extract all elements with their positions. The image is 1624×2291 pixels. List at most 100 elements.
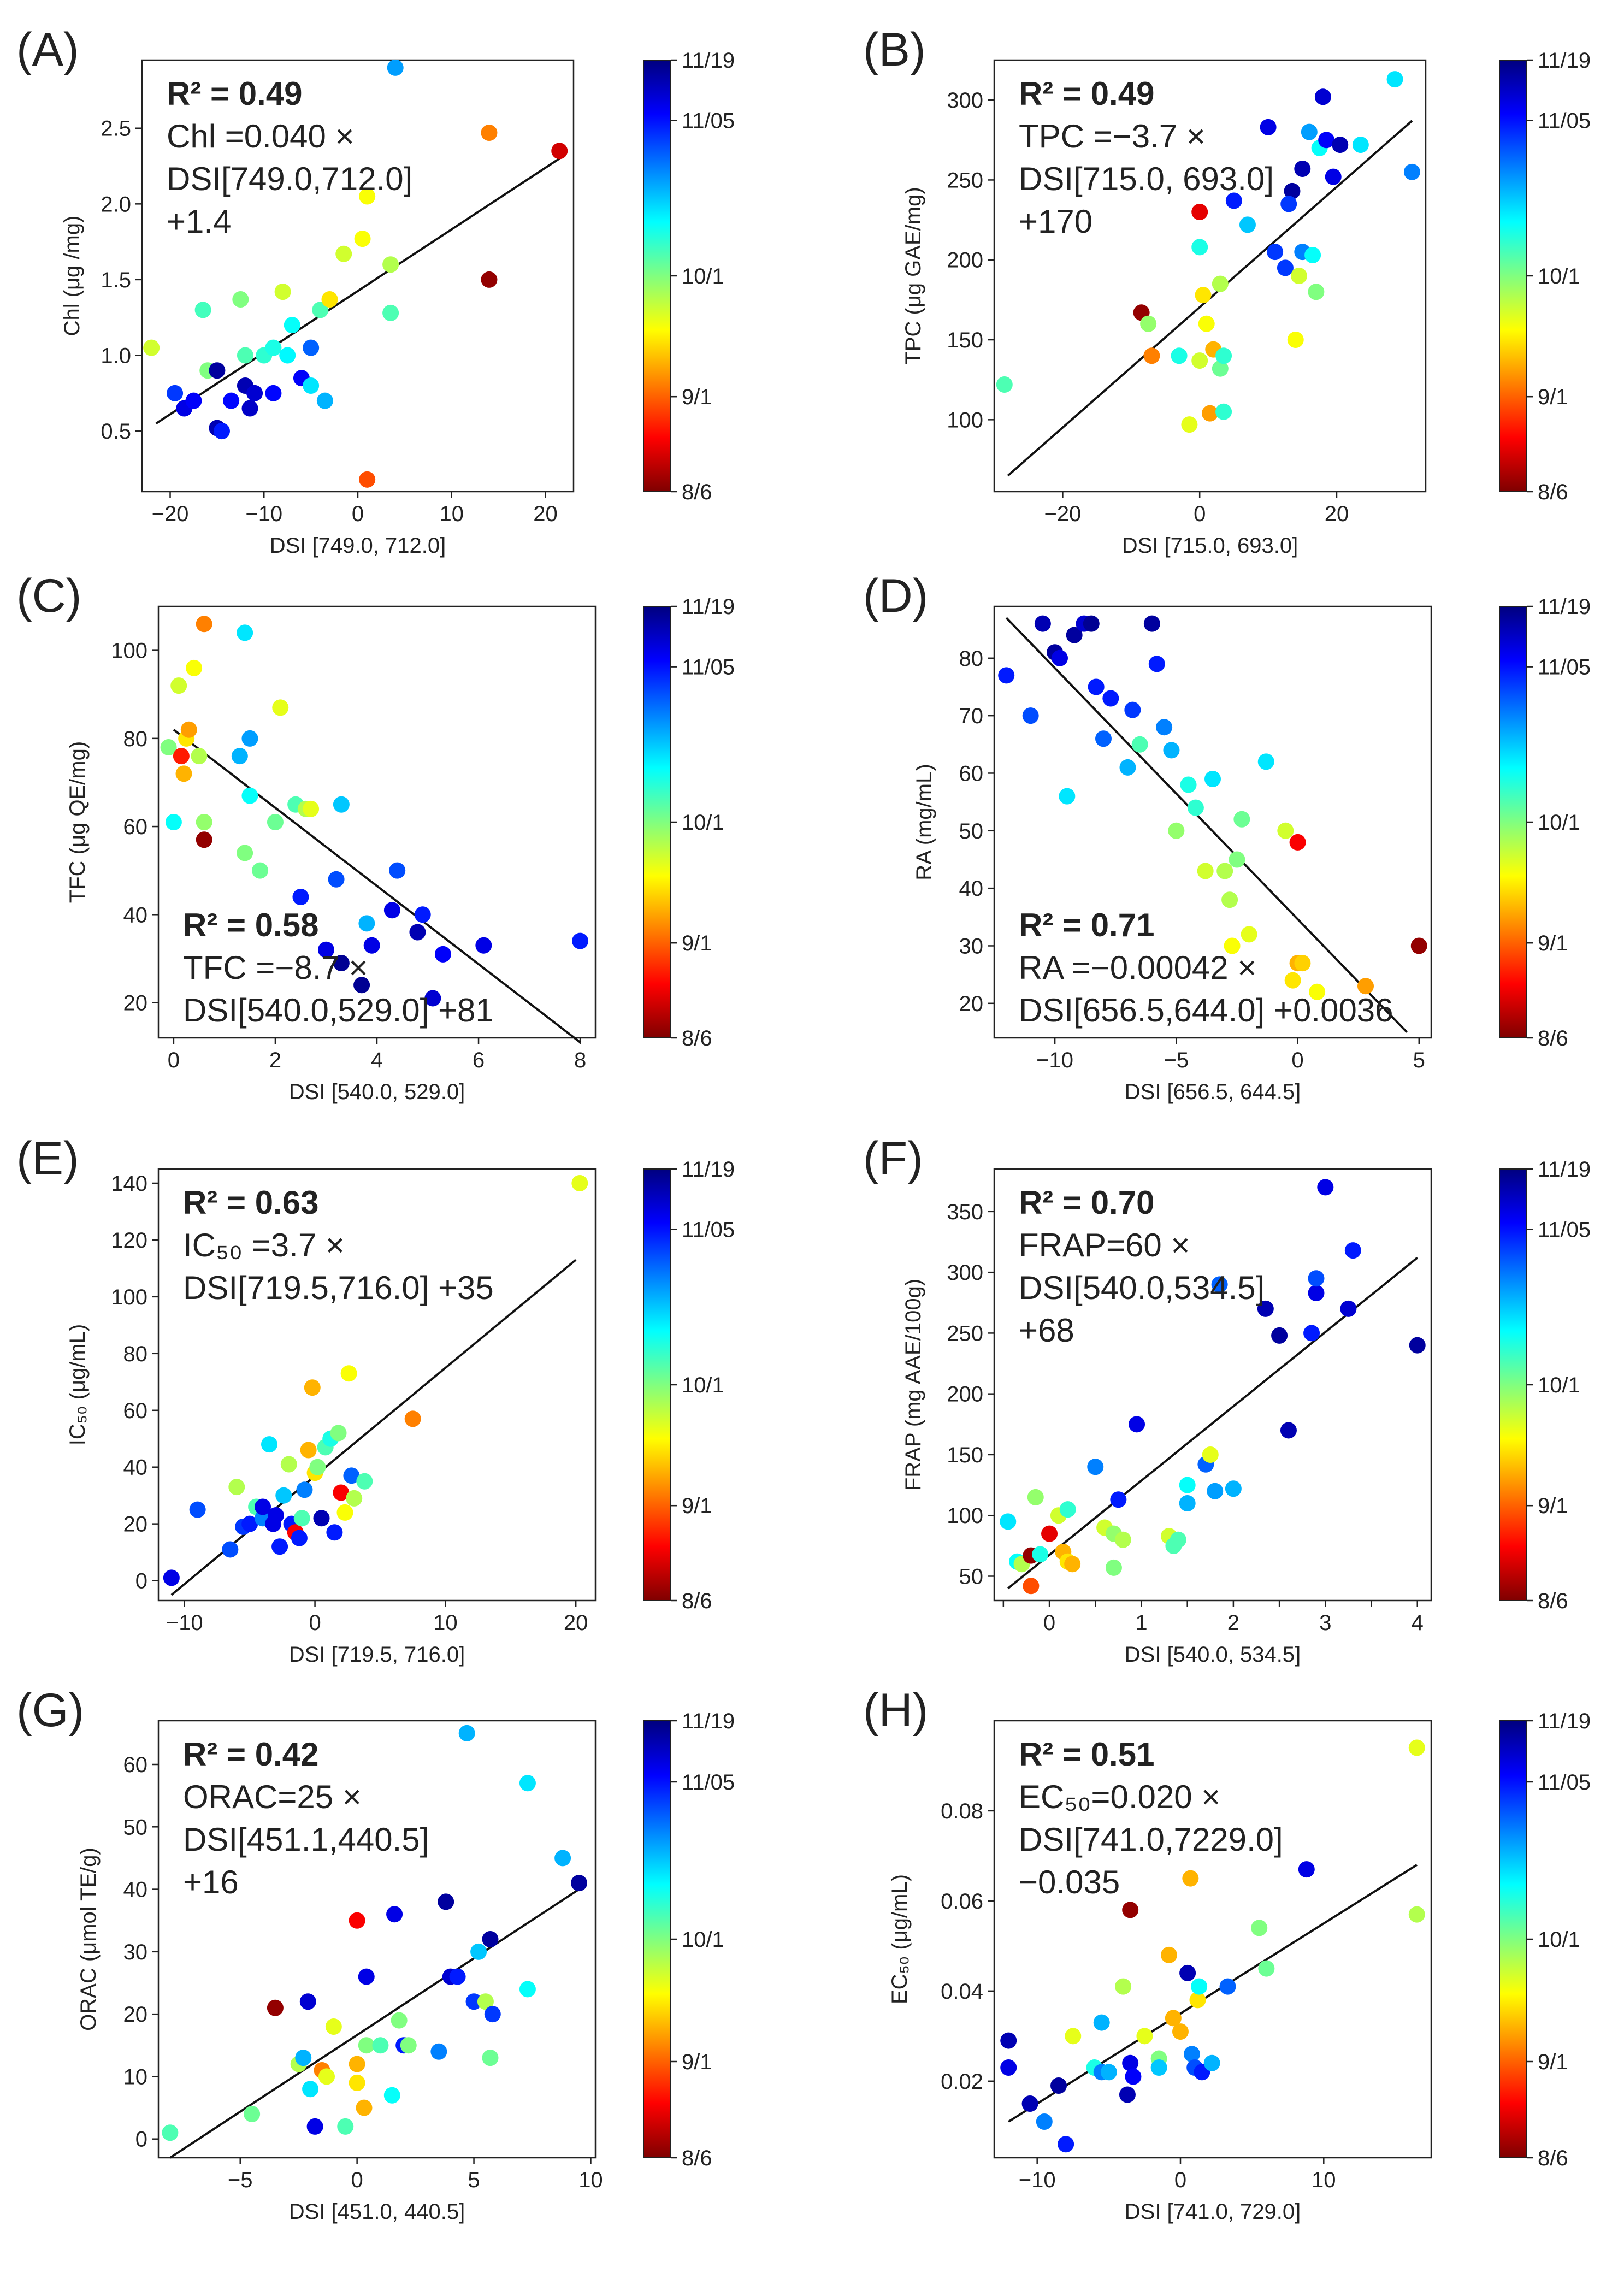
y-tick-label: 40 <box>123 1878 148 1902</box>
data-point <box>173 748 190 765</box>
data-point <box>304 1379 321 1396</box>
y-tick-label: 100 <box>947 1504 983 1528</box>
data-point <box>1403 163 1420 180</box>
data-point <box>1088 678 1105 695</box>
colorbar-tick-label: 11/19 <box>682 595 735 619</box>
y-tick-label: 100 <box>947 408 983 432</box>
data-point <box>1386 71 1403 88</box>
data-point <box>223 392 240 409</box>
data-point <box>335 245 352 262</box>
colorbar <box>1499 1168 1527 1601</box>
colorbar-tick-label: 11/05 <box>1538 1770 1591 1794</box>
data-point <box>1280 1422 1297 1439</box>
data-point <box>1410 937 1427 954</box>
x-tick-label: 0 <box>1174 2168 1186 2192</box>
y-tick-label: 60 <box>123 815 148 839</box>
data-point <box>241 400 258 417</box>
y-tick-label: 0.08 <box>941 1799 983 1823</box>
data-point <box>222 1541 239 1558</box>
data-point <box>458 1725 475 1741</box>
r-squared-label: R² = 0.49 <box>167 75 302 112</box>
equation-line: ORAC=25 × <box>183 1779 362 1815</box>
data-point <box>1093 2014 1110 2031</box>
y-tick-label: 40 <box>123 1456 148 1480</box>
data-point <box>318 2068 335 2085</box>
data-point <box>1294 160 1311 177</box>
x-tick-label: 6 <box>473 1048 485 1072</box>
data-point <box>261 1436 277 1453</box>
equation-line: TFC =−8.7 × <box>183 949 368 986</box>
data-point <box>300 1442 317 1459</box>
colorbar <box>1499 606 1527 1038</box>
colorbar-tick-label: 11/05 <box>1538 656 1591 680</box>
colorbar-tick-label: 11/05 <box>682 1218 735 1242</box>
data-point <box>1294 955 1311 972</box>
data-point <box>1165 2010 1182 2027</box>
data-point <box>1191 352 1208 369</box>
data-point <box>292 889 309 906</box>
colorbar-tick-label: 11/19 <box>682 1158 735 1182</box>
y-tick-label: 0.5 <box>101 420 131 444</box>
data-point <box>571 1875 588 1892</box>
colorbar-tick-label: 10/1 <box>682 811 724 835</box>
data-point <box>337 2118 354 2135</box>
x-tick-label: −10 <box>1019 2168 1056 2192</box>
data-point <box>1027 1489 1044 1505</box>
data-point <box>356 1473 373 1490</box>
data-point <box>382 256 399 273</box>
panel-label: (B) <box>863 23 926 76</box>
data-point <box>1258 1960 1275 1977</box>
data-point <box>303 377 320 394</box>
data-point <box>267 814 284 830</box>
data-point <box>1064 1556 1081 1573</box>
y-tick-label: 2.5 <box>101 117 131 141</box>
data-point <box>1100 2064 1117 2081</box>
data-point <box>482 1931 499 1947</box>
x-tick-label: 8 <box>574 1048 586 1072</box>
data-point <box>482 2050 499 2066</box>
data-point <box>143 339 160 356</box>
plot-frame <box>993 1168 1432 1602</box>
data-point <box>481 125 498 141</box>
equation-line: IC₅₀ =3.7 × <box>183 1227 345 1263</box>
data-point <box>170 677 187 694</box>
equation-line: DSI[719.5,716.0] +35 <box>183 1270 494 1306</box>
data-point <box>1102 690 1119 707</box>
data-point <box>1119 2086 1136 2103</box>
data-point <box>383 2087 400 2104</box>
colorbar-tick-label: 8/6 <box>1538 1026 1568 1050</box>
x-axis-label: DSI [451.0, 440.5] <box>289 2200 465 2224</box>
r-squared-label: R² = 0.63 <box>183 1184 318 1221</box>
data-point <box>389 862 406 879</box>
data-point <box>449 1968 466 1985</box>
data-point <box>363 937 380 954</box>
data-point <box>1309 983 1326 1000</box>
r-squared-label: R² = 0.49 <box>1019 75 1154 112</box>
data-point <box>1179 1477 1196 1493</box>
data-point <box>358 2037 375 2054</box>
colorbar-tick-label: 9/1 <box>1538 931 1568 955</box>
colorbar-tick-label: 10/1 <box>1538 811 1580 835</box>
data-point <box>572 932 589 949</box>
equation-line: −0.035 <box>1019 1864 1120 1900</box>
data-point <box>237 845 253 861</box>
data-point <box>274 284 291 300</box>
y-tick-label: 20 <box>123 991 148 1015</box>
data-point <box>1198 315 1215 332</box>
data-point <box>1211 1276 1228 1293</box>
colorbar-tick-label: 8/6 <box>682 1589 712 1613</box>
data-point <box>1124 701 1141 718</box>
equation-line: DSI[715.0, 693.0] <box>1019 161 1274 197</box>
colorbar-tick-label: 9/1 <box>1538 1494 1568 1518</box>
data-point <box>237 347 253 364</box>
data-point <box>1216 863 1233 879</box>
data-point <box>1083 615 1100 632</box>
data-point <box>1408 1906 1425 1923</box>
regression-line <box>170 1259 577 1596</box>
data-point <box>354 231 371 247</box>
data-point <box>196 616 212 633</box>
y-tick-label: 80 <box>123 727 148 751</box>
data-point <box>1203 2054 1220 2071</box>
data-point <box>1257 1300 1274 1317</box>
y-tick-label: 300 <box>947 88 983 113</box>
